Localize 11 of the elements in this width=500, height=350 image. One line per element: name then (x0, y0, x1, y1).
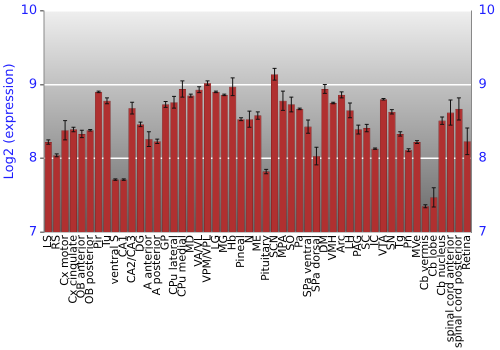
y-tick-label: 7 (28, 224, 38, 240)
y-axis-title: Log2 (expression) (2, 63, 18, 180)
x-tick-label: Pituitary (259, 234, 272, 281)
y2-tick-label: 7 (478, 224, 487, 240)
y2-tick-label: 9 (478, 76, 487, 92)
y2-tick-label: 8 (478, 150, 487, 166)
y-tick-label: 8 (28, 150, 38, 166)
x-tick-label: Retina (460, 235, 474, 270)
y-tick-label: 9 (28, 76, 38, 92)
y2-tick-label: 10 (478, 3, 496, 18)
y-tick-label: 10 (20, 3, 38, 18)
